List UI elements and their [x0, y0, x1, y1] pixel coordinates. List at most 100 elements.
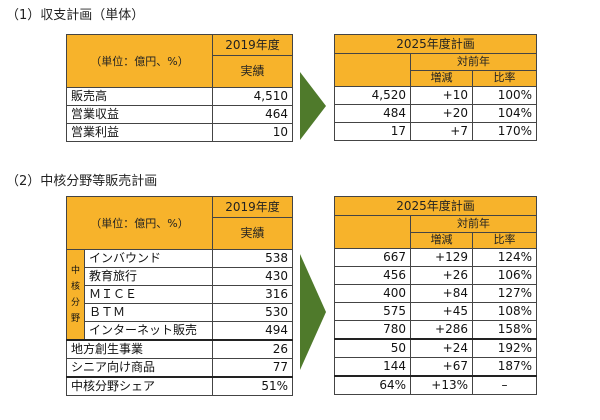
table-row: インターネット販売 494	[67, 321, 294, 341]
result-header: 実績	[212, 217, 294, 250]
table-row: 教育旅行 430	[67, 267, 294, 286]
row-label: ＭＩＣＥ	[83, 285, 214, 304]
row-value: 430	[212, 267, 294, 286]
row-value: 494	[212, 321, 294, 341]
table-row: 484 +20 104%	[334, 104, 538, 123]
diff-value: +45	[410, 302, 473, 321]
table-row: 456 +26 106%	[334, 266, 538, 285]
table-row: 780 +286 158%	[334, 320, 538, 340]
plan-header-spacer	[334, 215, 411, 249]
diff-value: +129	[410, 248, 473, 267]
plan-value: 575	[334, 302, 411, 321]
row-value: 4,510	[212, 87, 293, 106]
year-header: 2019年度	[212, 33, 293, 57]
diff-header: 増減	[410, 69, 473, 87]
section1-right-table: 2025年度計画 対前年 増減 比率 4,520 +10 100% 484 +2…	[333, 34, 538, 141]
ratio-value: 104%	[471, 104, 538, 123]
row-value: 51%	[212, 376, 294, 396]
table-row: 667 +129 124%	[334, 248, 538, 267]
row-value: 26	[212, 339, 294, 359]
plan-value: 667	[334, 248, 411, 267]
plan-header: 2025年度計画	[333, 34, 538, 54]
table-row: 営業利益 10	[66, 123, 293, 142]
unit-label: （単位：億円、%）	[65, 196, 214, 250]
row-label: インターネット販売	[83, 321, 214, 341]
ratio-value: 170%	[471, 122, 538, 141]
section2-title: （2）中核分野等販売計画	[6, 174, 158, 189]
table-row: シニア向け商品 77	[65, 358, 294, 378]
row-value: 316	[212, 285, 294, 304]
ratio-value: 127%	[471, 284, 538, 303]
plan-value: 50	[334, 338, 411, 358]
table-row: 地方創生事業 26	[65, 339, 294, 359]
ratio-value: 108%	[471, 302, 538, 321]
diff-value: +67	[410, 357, 473, 377]
row-value: 77	[212, 358, 294, 378]
core-side-label: 中核分野	[66, 249, 85, 341]
table-row: 17 +7 170%	[334, 122, 538, 141]
plan-value: 780	[334, 320, 411, 340]
ratio-value: –	[471, 375, 538, 395]
row-label: 営業収益	[66, 105, 213, 124]
table-row: 50 +24 192%	[334, 338, 538, 358]
row-value: 10	[212, 123, 293, 142]
plan-value: 456	[334, 266, 411, 285]
diff-value: +10	[410, 86, 473, 105]
table-row: ＢＴＭ 530	[67, 303, 294, 322]
ratio-value: 187%	[471, 357, 538, 377]
plan-header: 2025年度計画	[333, 196, 538, 216]
plan-header-spacer	[334, 53, 411, 87]
diff-value: +286	[410, 320, 473, 340]
diff-value: +84	[410, 284, 473, 303]
year-header: 2019年度	[212, 195, 294, 219]
table-row: 64% +13% –	[334, 375, 538, 395]
table-row: 4,520 +10 100%	[334, 86, 538, 105]
plan-value: 17	[334, 122, 411, 141]
table-row: 中核分野 インバウンド 538	[66, 249, 294, 341]
table-row: 販売高 4,510	[66, 87, 293, 106]
diff-header: 増減	[410, 231, 473, 249]
table-row: 営業収益 464	[66, 105, 293, 124]
plan-value: 4,520	[334, 86, 411, 105]
ratio-value: 192%	[471, 338, 538, 358]
ratio-value: 158%	[471, 320, 538, 340]
plan-value: 400	[334, 284, 411, 303]
ratio-header: 比率	[471, 231, 538, 249]
row-value: 464	[212, 105, 293, 124]
row-label: 営業利益	[66, 123, 213, 142]
row-label: 教育旅行	[83, 267, 214, 286]
table-row: 400 +84 127%	[334, 284, 538, 303]
ratio-header: 比率	[471, 69, 538, 87]
ratio-value: 106%	[471, 266, 538, 285]
yoy-header: 対前年	[409, 53, 538, 71]
table-row: 575 +45 108%	[334, 302, 538, 321]
arrow-icon	[300, 254, 326, 370]
diff-value: +7	[410, 122, 473, 141]
row-label: 地方創生事業	[65, 339, 214, 359]
ratio-value: 124%	[471, 248, 538, 267]
table-row: ＭＩＣＥ 316	[67, 285, 294, 304]
table-row: 中核分野シェア 51%	[65, 376, 294, 396]
section1-left-table: （単位：億円、%） 2019年度 実績 販売高 4,510 営業収益 464 営…	[66, 33, 293, 142]
section1-title: （1）収支計画（単体）	[6, 8, 145, 23]
table-row: 144 +67 187%	[334, 357, 538, 377]
ratio-value: 100%	[471, 86, 538, 105]
plan-value: 64%	[334, 375, 411, 395]
row-label: 中核分野シェア	[65, 376, 214, 396]
row-value: 530	[212, 303, 294, 322]
plan-value: 144	[334, 357, 411, 377]
row-label: ＢＴＭ	[83, 303, 214, 322]
row-label: シニア向け商品	[65, 358, 214, 378]
plan-value: 484	[334, 104, 411, 123]
diff-value: +26	[410, 266, 473, 285]
result-header: 実績	[212, 55, 293, 88]
row-label: インバウンド	[83, 249, 214, 268]
diff-value: +24	[410, 338, 473, 358]
row-value: 538	[212, 249, 294, 268]
diff-value: +20	[410, 104, 473, 123]
arrow-icon	[300, 72, 326, 140]
unit-label: （単位：億円、%）	[66, 34, 213, 88]
diff-value: +13%	[410, 375, 473, 395]
section2-left-table: （単位：億円、%） 2019年度 実績 中核分野 インバウンド 538 教育旅行…	[65, 195, 294, 396]
section2-right-table: 2025年度計画 対前年 増減 比率 667 +129 124% 456 +26…	[333, 196, 538, 395]
